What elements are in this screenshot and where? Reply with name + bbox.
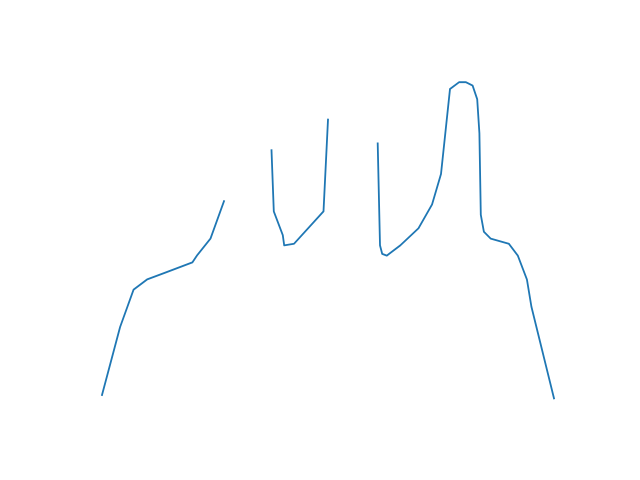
series-line-segment-3 <box>376 81 556 400</box>
series-layer <box>100 81 556 400</box>
series-line-segment-2 <box>270 118 329 247</box>
series-line-segment-1 <box>100 200 226 397</box>
